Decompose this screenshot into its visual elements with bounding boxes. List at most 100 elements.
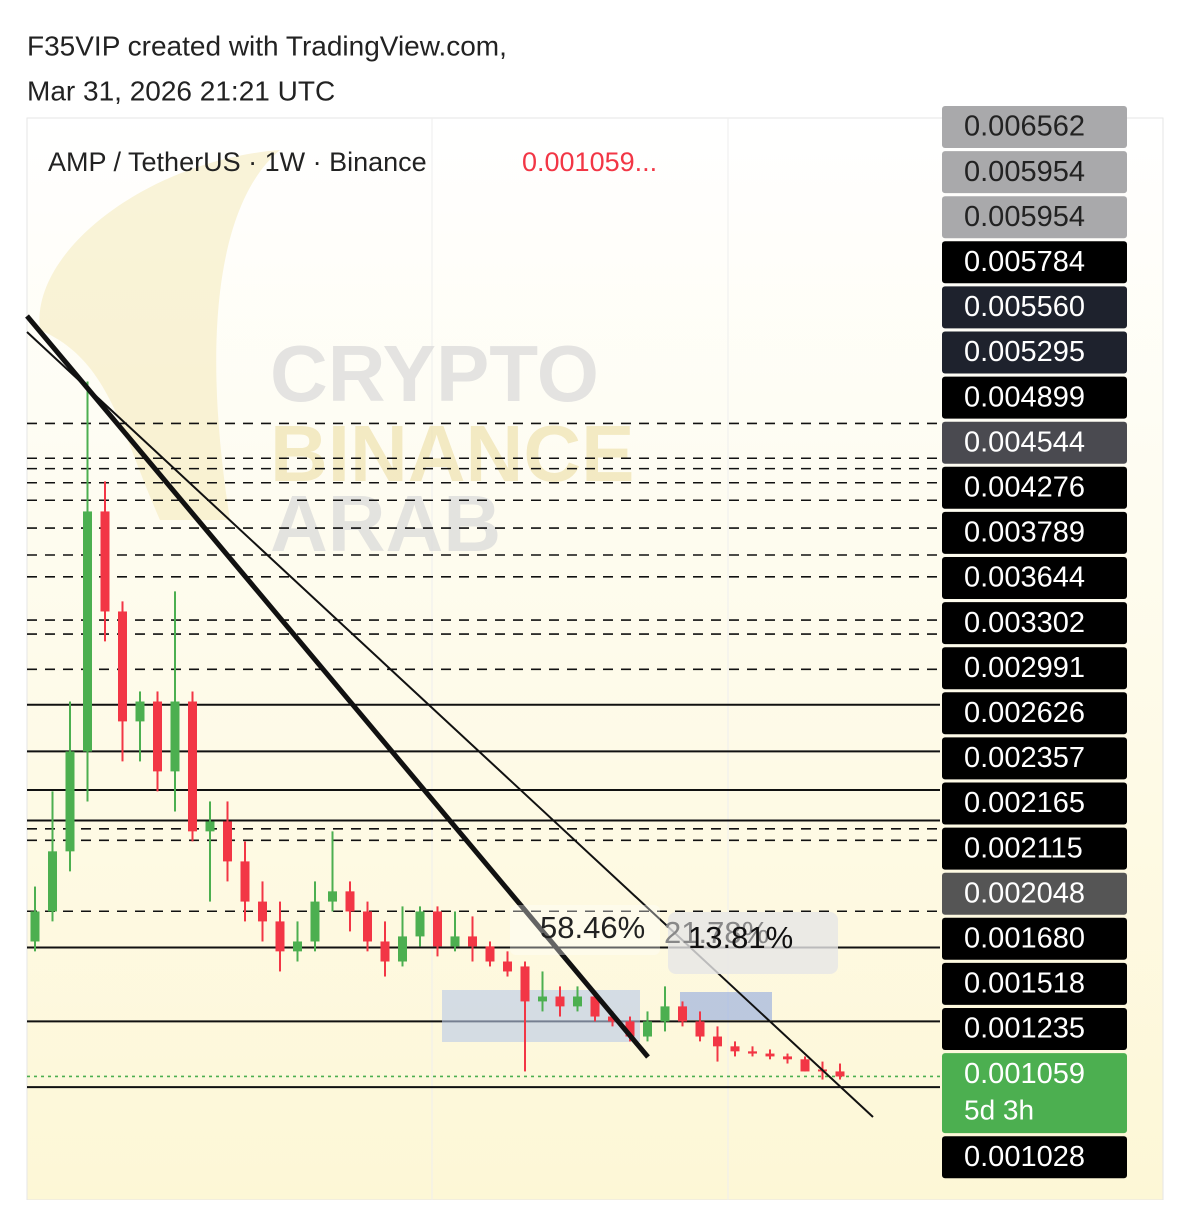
candle-body xyxy=(48,851,57,912)
price-label-box xyxy=(942,1053,1127,1134)
candle-body xyxy=(83,511,92,752)
price-label-box xyxy=(942,647,1127,690)
candle-body xyxy=(608,1016,617,1022)
candle-body xyxy=(398,936,407,962)
price-label: 0.006562 xyxy=(964,111,1085,143)
candle-body xyxy=(170,701,180,772)
annotation-box xyxy=(510,905,660,955)
candle-body xyxy=(695,1021,705,1037)
price-label: 0.003302 xyxy=(964,607,1085,639)
candle-body xyxy=(800,1059,810,1072)
price-label: 0.005954 xyxy=(964,201,1085,233)
price-label: 0.002048 xyxy=(964,877,1085,909)
last-price: 0.001059... xyxy=(522,147,657,177)
candle-body xyxy=(503,961,512,972)
price-label-box xyxy=(942,241,1127,284)
trend-line xyxy=(25,314,650,1059)
candle-body xyxy=(660,1006,670,1022)
price-label: 0.001235 xyxy=(964,1013,1085,1045)
candle-body xyxy=(240,861,250,902)
candle-body xyxy=(275,921,285,952)
price-label-box xyxy=(942,962,1127,1005)
candle-body xyxy=(730,1046,740,1052)
price-labels: 0.006562 0.005954 0.005954 0.005784 0.005560… xyxy=(942,106,1127,1179)
price-label-box xyxy=(942,872,1127,915)
candle-body xyxy=(258,901,267,922)
annotation-box xyxy=(668,912,838,974)
price-label: 0.005954 xyxy=(964,156,1085,188)
price-label: 0.002357 xyxy=(964,742,1085,774)
header-line: Mar 31, 2026 21:21 UTC xyxy=(27,75,335,106)
price-label-box xyxy=(942,331,1127,374)
candle-body xyxy=(538,996,547,1002)
candle-body xyxy=(713,1036,722,1047)
annotation: 13.81% xyxy=(688,920,793,955)
candle-body xyxy=(30,911,40,942)
watermark-text: CRYPTO xyxy=(270,329,599,418)
candle-body xyxy=(590,996,600,1017)
price-label-box xyxy=(942,286,1127,329)
price-label: 0.001059 xyxy=(964,1058,1085,1090)
candle-body xyxy=(625,1021,635,1037)
price-label-box xyxy=(942,827,1127,870)
levels xyxy=(27,422,940,1089)
candle-body xyxy=(835,1071,845,1077)
candle-body xyxy=(345,891,355,912)
price-label: 0.001518 xyxy=(964,968,1085,1000)
price-label-box xyxy=(942,466,1127,509)
candle-body xyxy=(765,1053,775,1057)
candle-body xyxy=(310,901,320,942)
price-label: 0.004276 xyxy=(964,471,1085,503)
watermark-logo xyxy=(39,150,280,520)
candle-body xyxy=(485,946,495,962)
candle-body xyxy=(433,911,442,947)
price-label-box xyxy=(942,917,1127,960)
candle-body xyxy=(205,821,215,832)
price-label: 0.003644 xyxy=(964,562,1085,594)
candle-body xyxy=(293,941,302,952)
price-label-box xyxy=(942,196,1127,239)
annotation: 58.46% xyxy=(540,910,645,945)
chart-title: AMP / TetherUS · 1W · Binance xyxy=(48,147,427,177)
price-label: 0.002991 xyxy=(964,652,1085,684)
price-label: 0.003789 xyxy=(964,517,1085,549)
price-label-box xyxy=(942,376,1127,419)
trend-line xyxy=(26,331,874,1118)
price-label: 0.002165 xyxy=(964,787,1085,819)
candle-body xyxy=(678,1006,687,1022)
candle-body xyxy=(573,996,582,1007)
price-label: 0.004899 xyxy=(964,381,1085,413)
candle-body xyxy=(520,966,530,1002)
candle-body xyxy=(223,821,232,862)
price-label: 0.001680 xyxy=(964,922,1085,954)
price-label-box xyxy=(942,106,1127,148)
range-box xyxy=(680,992,772,1020)
price-label-box xyxy=(942,602,1127,645)
price-label: 0.004544 xyxy=(964,426,1085,458)
candle-body xyxy=(468,936,477,947)
price-label-box xyxy=(942,1136,1127,1179)
price-label-box xyxy=(942,737,1127,780)
annotation: 21.78% xyxy=(664,915,769,950)
price-label-box xyxy=(942,557,1127,599)
candle-body xyxy=(65,751,75,852)
candle-body xyxy=(555,996,565,1007)
price-label: 0.002626 xyxy=(964,697,1085,729)
price-label: 0.002115 xyxy=(964,832,1083,864)
candle-body xyxy=(100,511,110,612)
price-label: 0.005560 xyxy=(964,291,1085,323)
price-label-box xyxy=(942,692,1127,735)
watermark-text: ARAB xyxy=(270,479,501,568)
candle-body xyxy=(643,1021,652,1037)
candle-body xyxy=(450,936,460,947)
candle-body xyxy=(363,911,372,942)
candle-body xyxy=(135,701,145,722)
candles xyxy=(30,381,845,1080)
candle-body xyxy=(415,911,425,937)
price-label-box xyxy=(942,782,1127,825)
price-label: 0.005295 xyxy=(964,336,1085,368)
candle-body xyxy=(188,701,197,832)
price-label: 0.005784 xyxy=(964,246,1085,278)
